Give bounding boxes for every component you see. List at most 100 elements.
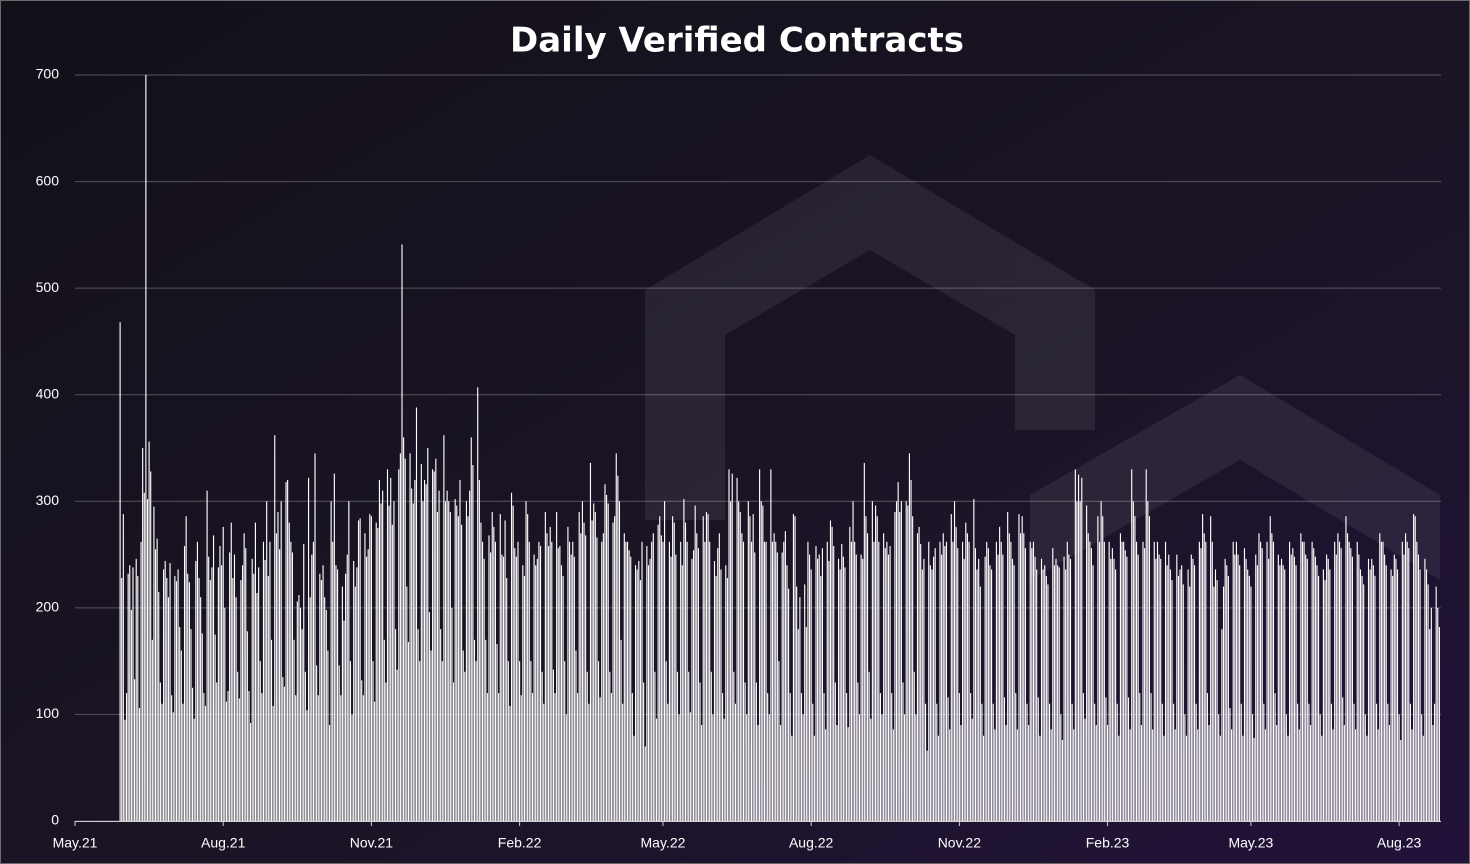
bar	[710, 671, 712, 821]
bar	[810, 569, 812, 821]
y-tick-label: 400	[36, 385, 60, 401]
bar	[599, 697, 601, 821]
bar	[831, 526, 833, 821]
bar	[493, 526, 495, 821]
bar	[892, 729, 894, 821]
bar	[818, 554, 820, 821]
bar	[1048, 703, 1051, 821]
bar	[585, 535, 587, 821]
bar	[1398, 714, 1400, 821]
bar	[303, 543, 305, 821]
bar	[593, 503, 595, 821]
bar	[797, 629, 799, 821]
bar	[309, 597, 311, 821]
bar	[446, 490, 448, 821]
bar	[738, 501, 740, 821]
bar	[235, 597, 237, 821]
bar	[1235, 541, 1237, 821]
bar	[1421, 714, 1423, 821]
bar	[145, 75, 147, 821]
bar	[623, 533, 625, 821]
bar	[1300, 533, 1302, 821]
bar	[614, 516, 616, 821]
bar	[693, 550, 695, 821]
bar	[494, 541, 496, 821]
bar	[1232, 541, 1234, 821]
bar	[209, 580, 211, 821]
bar	[694, 505, 696, 821]
bar	[1303, 541, 1305, 821]
bar	[1055, 558, 1057, 821]
bar	[250, 722, 252, 821]
bar	[565, 714, 567, 821]
bar	[163, 569, 165, 821]
bar	[403, 437, 405, 821]
bar	[1148, 516, 1151, 821]
bar	[1395, 558, 1397, 821]
bar	[860, 554, 862, 821]
bar	[166, 578, 168, 821]
bar	[876, 516, 878, 821]
bar	[312, 541, 314, 821]
bar	[817, 558, 819, 821]
bar	[588, 703, 590, 821]
bar	[486, 693, 488, 821]
bar	[649, 558, 651, 821]
bar	[488, 535, 490, 821]
bar	[457, 516, 459, 821]
bar	[1271, 533, 1273, 821]
bar	[1408, 548, 1410, 821]
bar	[528, 541, 530, 821]
bar	[354, 586, 356, 821]
bar	[580, 533, 582, 821]
bar	[1390, 569, 1392, 821]
bar	[510, 492, 513, 821]
bar	[498, 693, 500, 821]
bar	[1189, 586, 1191, 821]
bar	[356, 567, 358, 821]
bar	[415, 407, 418, 821]
bar	[504, 520, 506, 821]
bar	[122, 514, 124, 821]
bar	[1242, 735, 1244, 821]
bar	[277, 511, 279, 821]
bar	[345, 573, 347, 821]
bar	[607, 503, 609, 821]
bar	[689, 712, 691, 821]
bar	[324, 597, 326, 821]
bar	[644, 746, 646, 821]
bar	[473, 639, 476, 821]
bar	[1382, 541, 1384, 821]
bar	[660, 535, 662, 821]
bar	[1284, 569, 1286, 821]
bar	[577, 693, 579, 821]
bar	[483, 558, 485, 821]
bar	[1345, 516, 1347, 821]
bar	[1007, 511, 1009, 821]
bar	[733, 671, 735, 821]
bar	[380, 503, 382, 821]
bar	[1429, 629, 1431, 821]
bar	[857, 682, 859, 821]
bar	[651, 541, 653, 821]
bar	[626, 541, 629, 821]
bar	[829, 520, 832, 821]
bar	[1272, 541, 1275, 821]
bar	[1326, 554, 1328, 821]
bar	[884, 548, 886, 821]
bar	[897, 482, 899, 821]
bar	[865, 516, 867, 821]
bar	[419, 661, 421, 821]
bar	[1173, 703, 1175, 821]
bar	[1052, 548, 1054, 821]
bar	[1203, 533, 1205, 821]
bar	[1153, 541, 1155, 821]
y-tick-label: 500	[36, 279, 60, 295]
bar	[237, 671, 239, 821]
bar	[399, 453, 401, 821]
chart-title: Daily Verified Contracts	[510, 21, 964, 61]
bar	[953, 501, 956, 821]
bar	[992, 703, 994, 821]
bar	[269, 541, 271, 821]
bar	[411, 488, 413, 821]
